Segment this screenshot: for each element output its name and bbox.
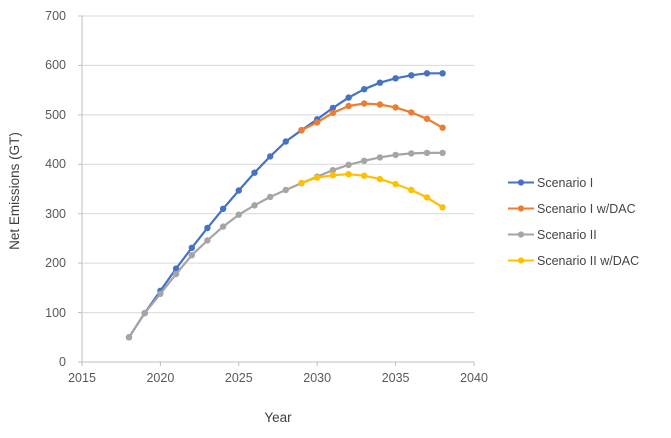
- y-tick-label: 200: [45, 256, 66, 271]
- data-point-scenario-i: [361, 86, 368, 93]
- y-tick-label: 700: [45, 9, 66, 23]
- data-point-scenario-ii: [361, 157, 368, 164]
- y-tick-label: 600: [45, 58, 66, 73]
- legend-label: Scenario I: [537, 175, 594, 190]
- data-point-scenario-ii: [282, 186, 289, 194]
- series-line-scenario-i: [127, 72, 444, 339]
- data-point-scenario-i-w-dac: [392, 104, 399, 111]
- series-line-scenario-ii-w-dac: [300, 173, 444, 209]
- data-point-scenario-i-w-dac: [408, 109, 415, 116]
- y-tick-label: 300: [45, 206, 66, 221]
- legend-label: Scenario II w/DAC: [537, 253, 640, 268]
- data-point-scenario-ii-w-dac: [314, 174, 321, 181]
- data-point-scenario-i: [376, 79, 384, 86]
- legend: Scenario I Scenario I w/DAC Scenario II Sce…: [508, 174, 639, 278]
- data-point-scenario-ii: [172, 270, 180, 278]
- data-point-scenario-ii: [219, 223, 227, 230]
- x-axis-title: Year: [264, 410, 292, 425]
- data-point-scenario-ii: [345, 161, 352, 168]
- legend-marker-icon: [508, 257, 534, 264]
- data-point-scenario-i-w-dac: [345, 102, 352, 110]
- y-tick-label: 0: [59, 355, 66, 369]
- data-point-scenario-i: [188, 244, 195, 251]
- data-point-scenario-ii: [204, 237, 211, 244]
- data-point-scenario-i: [235, 187, 242, 194]
- data-point-scenario-ii: [267, 193, 274, 201]
- data-point-scenario-i: [172, 265, 180, 272]
- legend-item-scenario-i: Scenario I: [508, 174, 639, 191]
- data-point-scenario-ii: [376, 154, 384, 161]
- data-point-scenario-i: [204, 224, 211, 232]
- data-point-scenario-i: [219, 205, 227, 212]
- data-point-scenario-ii-w-dac: [392, 180, 399, 188]
- series-line-scenario-ii: [127, 151, 444, 339]
- data-point-scenario-i: [251, 169, 258, 176]
- legend-item-scenario-i-w-dac: Scenario I w/DAC: [508, 200, 639, 217]
- data-point-scenario-ii: [251, 202, 258, 209]
- data-point-scenario-i: [267, 153, 274, 160]
- data-point-scenario-ii: [157, 290, 164, 297]
- data-point-scenario-i-w-dac: [376, 101, 384, 108]
- x-tick-label: 2040: [460, 371, 488, 385]
- data-point-scenario-i: [282, 138, 289, 145]
- x-tick-label: 2030: [303, 371, 332, 385]
- x-tick-label: 2015: [68, 371, 96, 385]
- data-point-scenario-ii: [141, 309, 148, 317]
- legend-marker-icon: [508, 179, 534, 186]
- data-point-scenario-ii: [408, 150, 415, 157]
- legend-marker-icon: [508, 205, 534, 212]
- data-point-scenario-ii: [392, 151, 399, 159]
- data-point-scenario-ii: [188, 252, 195, 259]
- data-point-scenario-i: [345, 94, 352, 101]
- data-point-scenario-ii: [235, 211, 242, 218]
- legend-item-scenario-ii: Scenario II: [508, 226, 639, 243]
- data-point-scenario-i: [439, 70, 446, 77]
- legend-label: Scenario II: [537, 227, 597, 242]
- data-point-scenario-ii-w-dac: [329, 172, 337, 179]
- y-tick-label: 500: [45, 107, 66, 122]
- data-point-scenario-ii-w-dac: [439, 204, 446, 211]
- data-point-scenario-i-w-dac: [298, 127, 305, 134]
- series-line-scenario-i-w-dac: [300, 102, 444, 132]
- data-point-scenario-ii-w-dac: [408, 186, 415, 194]
- data-point-scenario-ii-w-dac: [376, 175, 384, 183]
- data-point-scenario-i: [423, 70, 431, 77]
- data-point-scenario-i: [392, 75, 399, 82]
- data-point-scenario-i-w-dac: [439, 124, 446, 131]
- data-point-scenario-i: [408, 72, 415, 79]
- y-tick-label: 400: [45, 157, 66, 172]
- data-point-scenario-ii: [329, 167, 337, 174]
- data-point-scenario-i-w-dac: [361, 100, 368, 107]
- data-point-scenario-i: [329, 104, 337, 112]
- data-point-scenario-ii: [125, 334, 133, 341]
- x-tick-label: 2035: [381, 371, 410, 385]
- data-point-scenario-ii: [423, 149, 431, 157]
- data-point-scenario-ii: [439, 149, 446, 157]
- data-point-scenario-ii-w-dac: [423, 194, 431, 201]
- data-point-scenario-ii-w-dac: [345, 171, 352, 178]
- x-tick-label: 2025: [224, 371, 253, 385]
- data-point-scenario-ii-w-dac: [361, 172, 368, 179]
- data-point-scenario-ii-w-dac: [298, 179, 305, 187]
- data-point-scenario-i-w-dac: [314, 119, 321, 126]
- x-tick-label: 2020: [146, 371, 175, 385]
- data-point-scenario-i-w-dac: [423, 115, 431, 123]
- y-tick-label: 100: [45, 305, 66, 320]
- legend-marker-icon: [508, 231, 534, 238]
- legend-item-scenario-ii-w-dac: Scenario II w/DAC: [508, 252, 639, 269]
- data-point-scenario-i-w-dac: [329, 109, 337, 117]
- legend-label: Scenario I w/DAC: [537, 201, 636, 216]
